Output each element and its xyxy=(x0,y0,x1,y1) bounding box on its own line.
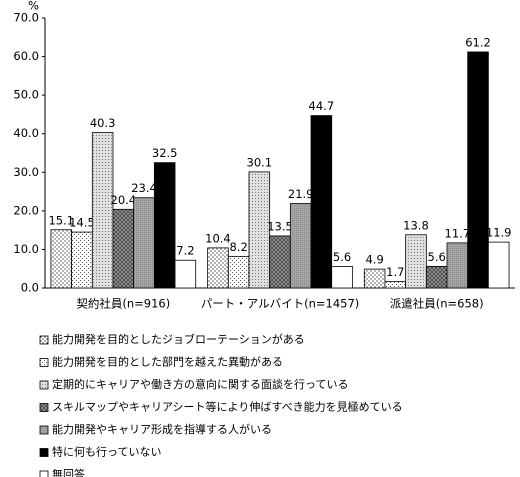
bar xyxy=(331,265,353,289)
y-tick-label: 70.0 xyxy=(13,11,39,25)
bar xyxy=(91,132,114,289)
bar xyxy=(384,281,407,289)
legend-swatch xyxy=(39,403,49,412)
y-unit: % xyxy=(28,0,39,13)
bar xyxy=(50,229,73,289)
data-label: 13.5 xyxy=(267,219,293,233)
bar xyxy=(363,268,386,289)
legend-swatch xyxy=(39,470,49,477)
legend-swatch xyxy=(39,335,49,345)
y-tick-label: 20.0 xyxy=(13,203,39,217)
bar xyxy=(174,259,197,289)
bar xyxy=(425,265,448,289)
data-label: 5.6 xyxy=(333,250,351,264)
bar xyxy=(446,242,469,289)
data-label: 32.5 xyxy=(152,146,178,160)
data-label: 11.9 xyxy=(486,226,512,240)
data-label: 40.3 xyxy=(90,116,116,130)
data-label: 14.5 xyxy=(69,216,95,230)
data-label: 15.1 xyxy=(48,213,74,227)
bar xyxy=(487,241,510,289)
data-label: 44.7 xyxy=(309,99,335,113)
legend-swatch xyxy=(39,425,49,435)
legend-label: 能力開発を目的とした部門を越えた異動がある xyxy=(52,355,283,369)
legend-label: 無回答 xyxy=(52,467,85,477)
y-tick-label: 10.0 xyxy=(13,242,39,256)
legend-label: 特に何も行っていない xyxy=(52,445,161,459)
legend-label: 定期的にキャリアや働き方の意向に関する面談を行っている xyxy=(52,377,348,391)
legend-swatch xyxy=(39,448,49,457)
data-label: 61.2 xyxy=(465,35,491,49)
x-tick-label: 契約社員(n=916) xyxy=(76,297,170,311)
y-tick-label: 40.0 xyxy=(13,126,39,140)
bar xyxy=(227,255,250,289)
y-tick-label: 60.0 xyxy=(13,49,39,63)
bar xyxy=(269,235,291,289)
bar xyxy=(112,208,135,289)
data-label: 5.6 xyxy=(428,250,446,264)
legend-label: スキルマップやキャリアシート等により伸ばすべき能力を見極めている xyxy=(52,400,403,414)
x-tick-label: 派遣社員(n=658) xyxy=(390,297,484,311)
bar xyxy=(153,162,176,289)
data-label: 10.4 xyxy=(205,231,231,245)
data-label: 1.7 xyxy=(386,265,404,279)
y-tick-label: 0.0 xyxy=(21,281,39,295)
bar xyxy=(248,171,271,289)
bar xyxy=(71,231,93,289)
bar xyxy=(405,234,427,289)
data-label: 23.4 xyxy=(131,181,157,195)
data-label: 8.2 xyxy=(229,240,247,254)
data-label: 21.9 xyxy=(288,187,314,201)
data-label: 13.8 xyxy=(403,218,429,232)
bar xyxy=(289,203,312,289)
y-tick-label: 50.0 xyxy=(13,88,39,102)
data-label: 7.2 xyxy=(176,244,194,258)
bar xyxy=(467,51,489,289)
data-label: 4.9 xyxy=(365,253,383,267)
bar xyxy=(133,197,155,289)
bar xyxy=(207,247,229,289)
bar xyxy=(310,115,333,289)
data-label: 11.7 xyxy=(445,226,471,240)
legend-swatch xyxy=(39,380,49,390)
y-tick-label: 30.0 xyxy=(13,165,39,179)
legend-label: 能力開発を目的としたジョブローテーションがある xyxy=(52,332,305,346)
data-label: 20.4 xyxy=(111,193,137,207)
data-label: 30.1 xyxy=(247,155,273,169)
legend-swatch xyxy=(39,358,49,367)
legend-label: 能力開発やキャリア形成を指導する人がいる xyxy=(52,422,272,436)
x-tick-label: パート・アルバイト(n=1457) xyxy=(201,297,360,311)
